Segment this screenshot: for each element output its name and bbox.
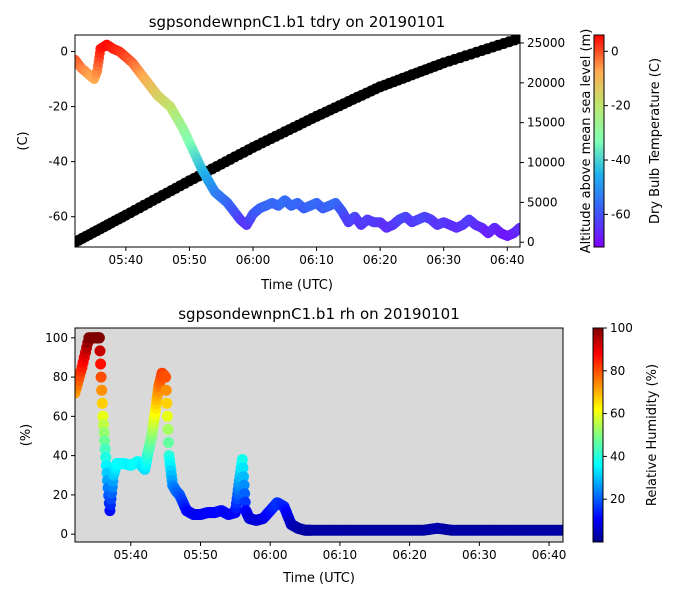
rh-point xyxy=(99,435,111,447)
altitude-y-axis: 0 5000 10000 15000 20000 25000 xyxy=(520,36,565,249)
rh-point xyxy=(161,397,173,409)
tdry-point xyxy=(515,222,520,233)
x-tick-label: 05:50 xyxy=(183,548,218,562)
y-tick-label: 60 xyxy=(610,407,625,421)
x-tick-label: 06:30 xyxy=(462,548,497,562)
y-tick-label: 80 xyxy=(610,364,625,378)
y-tick-label: 100 xyxy=(45,331,68,345)
rh-point xyxy=(161,410,173,422)
rh-point xyxy=(98,427,110,439)
rh-point xyxy=(95,371,107,383)
altitude-point xyxy=(514,35,520,44)
tdry-plot-area xyxy=(75,35,520,247)
y-tick-label: -20 xyxy=(48,100,68,114)
tdry-colorbar-label: Dry Bulb Temperature (C) xyxy=(648,58,663,224)
y-tick-label: 10000 xyxy=(527,156,565,170)
rh-point xyxy=(162,423,174,435)
y-tick-label: 20000 xyxy=(527,76,565,90)
altitude-y-axis-label: Altitude above mean sea level (m) xyxy=(579,29,594,254)
tdry-x-axis: 05:40 05:50 06:00 06:10 06:20 06:30 06:40 xyxy=(109,247,525,267)
tdry-y-axis-label: (C) xyxy=(16,131,31,150)
tdry-x-axis-label: Time (UTC) xyxy=(260,278,333,293)
rh-point xyxy=(238,479,250,491)
y-tick-label: 20 xyxy=(610,492,625,506)
rh-x-axis-label: Time (UTC) xyxy=(282,571,355,586)
y-tick-label: 0 xyxy=(60,527,68,541)
tdry-chart: sgpsondewnpnC1.b1 tdry on 20190101 05:40… xyxy=(16,13,663,293)
y-tick-label: -20 xyxy=(611,99,631,113)
y-tick-label: -40 xyxy=(48,155,68,169)
rh-point xyxy=(100,451,112,463)
x-tick-label: 05:50 xyxy=(172,253,207,267)
y-tick-label: 5000 xyxy=(527,195,558,209)
rh-point xyxy=(94,345,106,357)
rh-point xyxy=(160,371,172,383)
rh-point xyxy=(239,496,251,508)
rh-point xyxy=(98,419,109,430)
y-tick-label: -40 xyxy=(611,153,631,167)
tdry-y-axis: 0 -20 -40 -60 xyxy=(48,45,75,224)
x-tick-label: 06:10 xyxy=(299,253,334,267)
rh-colorbar-frame xyxy=(592,327,604,543)
rh-axes-frame xyxy=(74,327,564,543)
x-tick-label: 05:40 xyxy=(109,253,144,267)
y-tick-label: 0 xyxy=(611,44,619,58)
y-tick-label: 0 xyxy=(527,235,535,249)
tdry-colorbar-gradient xyxy=(594,35,604,247)
rh-colorbar-label: Relative Humidity (%) xyxy=(645,364,660,506)
rh-point xyxy=(95,358,107,370)
x-tick-label: 06:20 xyxy=(392,548,427,562)
rh-point xyxy=(96,384,108,396)
rh-point xyxy=(160,384,172,396)
tdry-colorbar-frame xyxy=(593,34,605,248)
x-tick-label: 06:40 xyxy=(490,253,525,267)
tdry-colorbar-ticks: 0 -20 -40 -60 xyxy=(604,44,631,221)
rh-point xyxy=(93,332,105,344)
rh-point xyxy=(97,410,109,422)
x-tick-label: 06:40 xyxy=(532,548,567,562)
rh-point xyxy=(236,454,248,465)
rh-chart-title: sgpsondewnpnC1.b1 rh on 20190101 xyxy=(178,305,460,323)
x-tick-label: 06:00 xyxy=(253,548,288,562)
tdry-colorbar: 0 -20 -40 -60 Dry Bulb Temperature (C) xyxy=(593,34,663,248)
x-tick-label: 06:30 xyxy=(426,253,461,267)
y-tick-label: 15000 xyxy=(527,116,565,130)
x-tick-label: 06:20 xyxy=(363,253,398,267)
y-tick-label: 80 xyxy=(53,370,68,384)
x-tick-label: 06:00 xyxy=(236,253,271,267)
y-tick-label: 20 xyxy=(53,488,68,502)
y-tick-label: 25000 xyxy=(527,36,565,50)
y-tick-label: 40 xyxy=(53,449,68,463)
rh-chart: sgpsondewnpnC1.b1 rh on 20190101 05:40 05… xyxy=(19,305,660,586)
rh-colorbar: 20 40 60 80 100 Relative Humidity (%) xyxy=(592,321,660,543)
rh-y-axis-label: (%) xyxy=(19,424,34,447)
rh-point xyxy=(557,524,563,536)
y-tick-label: 100 xyxy=(610,321,633,335)
y-tick-label: 0 xyxy=(60,45,68,59)
rh-y-axis: 0 20 40 60 80 100 xyxy=(45,331,75,541)
tdry-chart-title: sgpsondewnpnC1.b1 tdry on 20190101 xyxy=(149,13,446,31)
rh-x-axis: 05:40 05:50 06:00 06:10 06:20 06:30 06:40 xyxy=(113,542,566,562)
rh-colorbar-ticks: 20 40 60 80 100 xyxy=(603,321,633,506)
x-tick-label: 06:10 xyxy=(323,548,358,562)
rh-colorbar-gradient xyxy=(593,328,603,542)
rh-point xyxy=(163,437,174,448)
rh-point xyxy=(237,462,249,474)
rh-point xyxy=(99,443,111,455)
rh-point xyxy=(239,488,251,500)
tdry-axes-frame xyxy=(74,34,521,248)
y-tick-label: -60 xyxy=(611,207,631,221)
rh-point xyxy=(96,397,108,409)
rh-plot-area xyxy=(75,332,563,536)
rh-point xyxy=(238,471,249,483)
y-tick-label: 60 xyxy=(53,409,68,423)
y-tick-label: 40 xyxy=(610,449,625,463)
y-tick-label: -60 xyxy=(48,210,68,224)
x-tick-label: 05:40 xyxy=(113,548,148,562)
